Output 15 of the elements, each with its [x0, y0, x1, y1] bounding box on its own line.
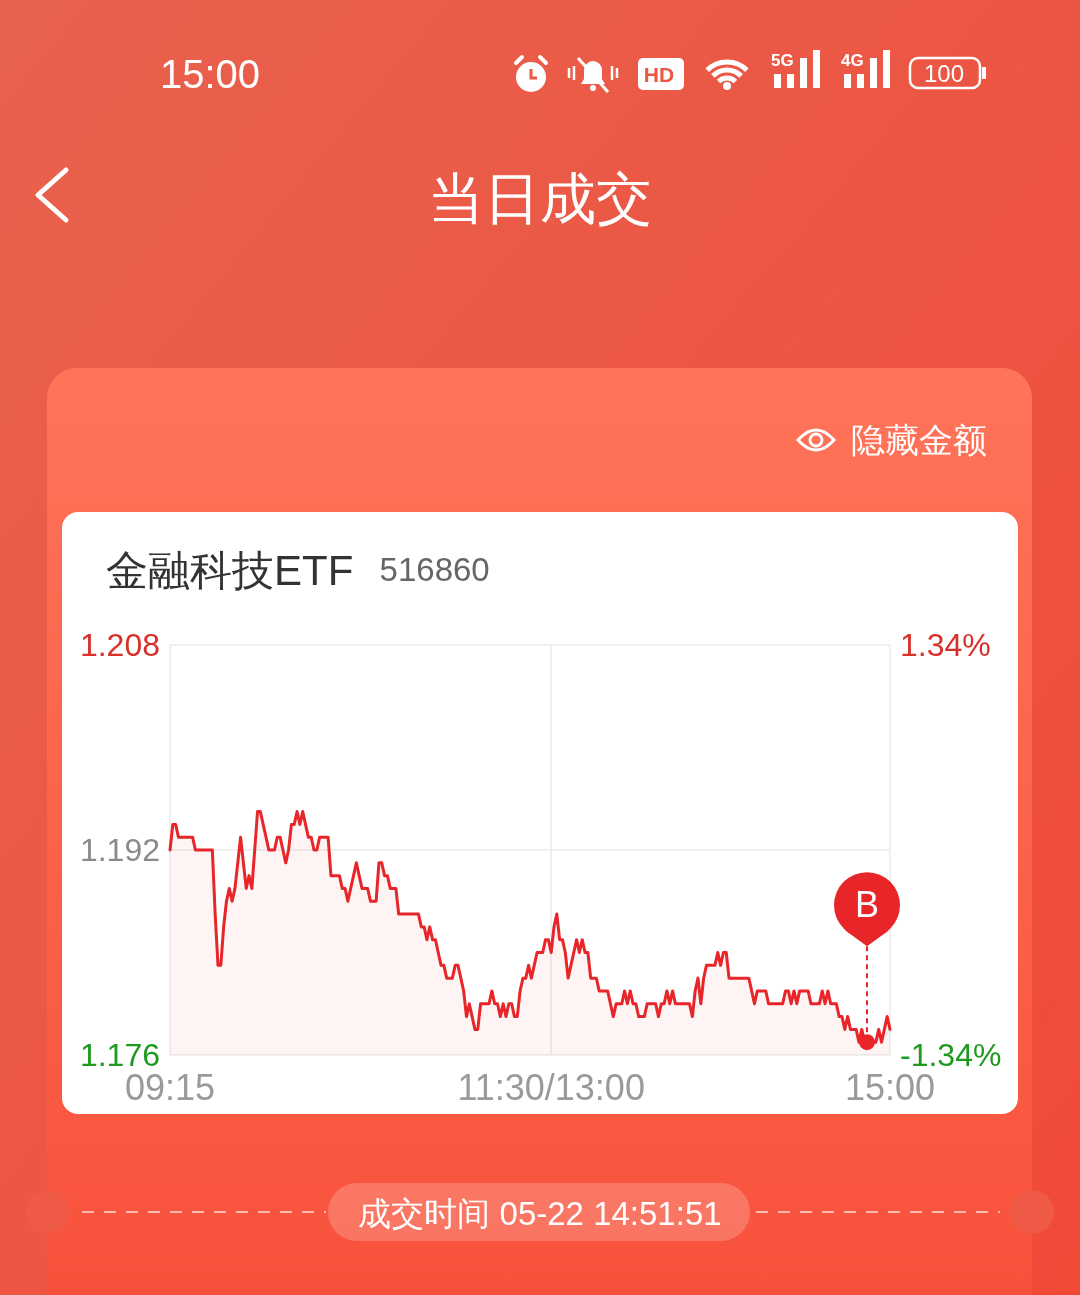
text: HD — [643, 63, 675, 86]
text: 15:00 — [160, 52, 261, 96]
x-tick-label: 11:30/13:00 — [457, 1067, 645, 1108]
text: 隐藏金额 — [851, 421, 987, 459]
text: 成交时间 05-22 14:51:51 — [358, 1195, 722, 1232]
text: 当日成交 — [428, 167, 652, 230]
chart-subtitle: 516860 — [379, 551, 490, 588]
y-tick-label: 1.192 — [79, 832, 160, 868]
text: 4G — [841, 51, 864, 70]
y-tick-label: 1.208 — [79, 627, 160, 663]
y2-tick-label: 1.34% — [900, 627, 991, 663]
chart-title: 金融科技ETF — [106, 547, 354, 594]
annotation: B — [854, 884, 880, 926]
text: 5G — [771, 51, 794, 70]
text: 100 — [923, 60, 965, 87]
